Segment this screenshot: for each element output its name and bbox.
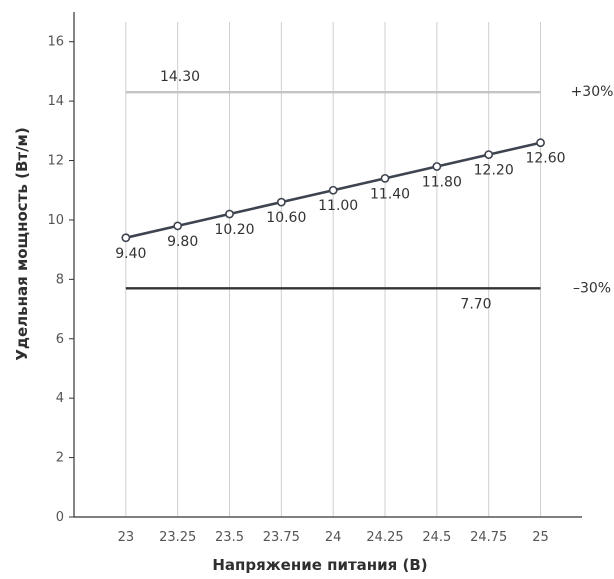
data-label: 9.80 xyxy=(167,234,198,250)
lower-limit-value-label: 7.70 xyxy=(460,296,491,312)
y-tick-label: 10 xyxy=(47,213,64,228)
data-label: 11.00 xyxy=(318,198,358,214)
y-tick-label: 14 xyxy=(47,94,64,109)
y-tick-label: 16 xyxy=(47,35,64,50)
data-point xyxy=(328,185,338,195)
plus-band-label: +30% xyxy=(571,84,614,100)
x-tick-label: 25 xyxy=(532,530,549,545)
data-point xyxy=(225,209,234,219)
x-tick-label: 24.75 xyxy=(470,530,507,545)
y-tick-label: 2 xyxy=(56,451,64,466)
data-label: 11.80 xyxy=(422,174,462,190)
data-label: 11.40 xyxy=(370,186,410,202)
data-label: 10.60 xyxy=(266,210,306,226)
data-point xyxy=(432,162,442,171)
x-tick-label: 24 xyxy=(325,530,342,545)
x-tick-label: 23.75 xyxy=(263,530,300,545)
x-tick-label: 23 xyxy=(118,530,135,545)
data-label: 12.60 xyxy=(525,151,565,167)
x-axis-title: Напряжение питания (В) xyxy=(212,556,427,574)
data-label: 9.40 xyxy=(115,246,146,262)
data-point xyxy=(484,150,494,159)
data-point xyxy=(536,138,545,148)
x-tick-label: 23.25 xyxy=(159,530,196,545)
series xyxy=(121,138,545,243)
y-tick-label: 4 xyxy=(56,391,64,406)
y-tick-label: 0 xyxy=(56,510,64,525)
y-tick-label: 6 xyxy=(56,332,64,347)
x-tick-label: 24.5 xyxy=(422,530,451,545)
data-label: 12.20 xyxy=(474,163,514,179)
data-point xyxy=(121,233,131,243)
data-point xyxy=(173,221,183,231)
data-point xyxy=(380,173,390,183)
y-axis-title: Удельная мощность (Вт/м) xyxy=(13,127,31,360)
x-tick-label: 24.25 xyxy=(366,530,403,545)
data-label: 10.20 xyxy=(214,222,254,238)
reference-lines: 14.30 +30% 7.70 –30% xyxy=(125,69,614,312)
data-labels: 9.40 9.80 10.20 10.60 11.00 11.40 11.80 12.20 12… xyxy=(115,151,565,262)
axes: 23 23.25 23.5 23.75 24 24.25 24.5 24.75 25024681… xyxy=(47,12,582,545)
grid xyxy=(125,22,542,517)
x-tick-label: 23.5 xyxy=(215,530,244,545)
y-tick-label: 12 xyxy=(47,154,64,169)
upper-limit-value-label: 14.30 xyxy=(160,69,200,85)
y-tick-label: 8 xyxy=(56,272,64,287)
minus-band-label: –30% xyxy=(573,280,611,296)
data-point xyxy=(276,197,286,207)
